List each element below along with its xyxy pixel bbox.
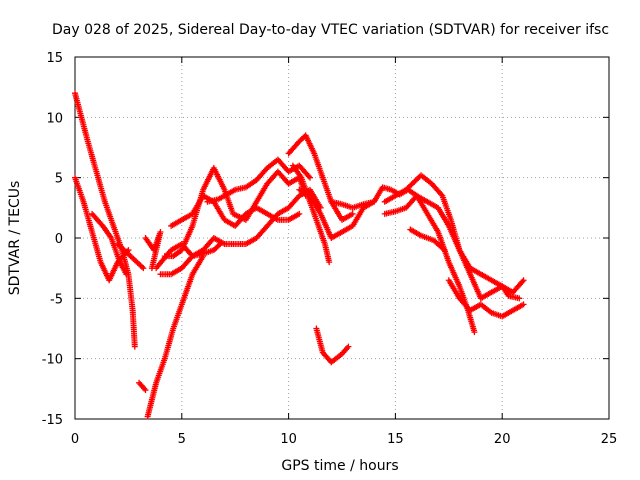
data-point xyxy=(142,387,149,394)
x-tick-label: 20 xyxy=(494,432,511,447)
data-point xyxy=(440,245,447,252)
data-markers xyxy=(72,90,527,420)
data-point xyxy=(123,271,130,278)
data-point xyxy=(519,278,526,285)
x-tick-label: 0 xyxy=(71,432,79,447)
data-point xyxy=(471,329,478,336)
series-track-14 xyxy=(289,162,333,266)
data-point xyxy=(345,343,352,350)
series-track-21 xyxy=(445,277,527,320)
series-track-20 xyxy=(407,226,448,254)
series-track-5 xyxy=(144,253,207,420)
y-tick-label: 0 xyxy=(55,232,63,247)
data-point xyxy=(131,343,138,350)
series-track-13 xyxy=(285,132,356,223)
x-axis-label: GPS time / hours xyxy=(281,458,398,474)
data-point xyxy=(140,265,147,272)
data-point xyxy=(217,241,224,248)
data-point xyxy=(305,173,312,180)
data-point xyxy=(296,210,303,217)
series-track-8 xyxy=(153,186,324,272)
series-track-19 xyxy=(381,172,523,302)
data-point xyxy=(520,277,527,284)
tick-labels: 0 5 10 15 20 25 15 10 5 0 -5 -10 -15 xyxy=(42,51,618,447)
x-tick-label: 5 xyxy=(178,432,186,447)
x-tick-label: 10 xyxy=(280,432,297,447)
series-track-12 xyxy=(204,156,313,205)
series-track-2 xyxy=(72,174,132,284)
series-track-3 xyxy=(89,210,130,278)
y-tick-label: -5 xyxy=(50,292,63,307)
data-point xyxy=(516,295,523,302)
data-point xyxy=(306,174,313,181)
data-point xyxy=(441,247,448,254)
y-tick-label: 10 xyxy=(46,111,63,126)
x-tick-label: 25 xyxy=(601,432,618,447)
series-track-6 xyxy=(136,379,149,394)
y-axis-label: SDTVAR / TECUs xyxy=(7,181,23,296)
data-point xyxy=(326,259,333,266)
data-point xyxy=(520,301,527,308)
series-track-11 xyxy=(168,192,303,229)
y-tick-label: -15 xyxy=(42,413,63,428)
series-track-4 xyxy=(114,241,147,272)
series-track-15 xyxy=(296,186,378,241)
series-track-10 xyxy=(157,241,224,278)
data-point xyxy=(349,210,356,217)
axis-ticks xyxy=(74,56,610,420)
series-track-16 xyxy=(313,325,352,366)
y-tick-label: -10 xyxy=(42,353,63,368)
chart-title: Day 028 of 2025, Sidereal Day-to-day VTE… xyxy=(52,22,609,38)
series-track-1 xyxy=(72,90,138,350)
x-tick-label: 15 xyxy=(387,432,404,447)
y-tick-label: 15 xyxy=(46,51,63,66)
grid xyxy=(75,57,609,419)
data-point xyxy=(215,242,222,249)
data-point xyxy=(438,191,445,198)
y-tick-label: 5 xyxy=(55,172,63,187)
series-track-7 xyxy=(142,228,164,272)
